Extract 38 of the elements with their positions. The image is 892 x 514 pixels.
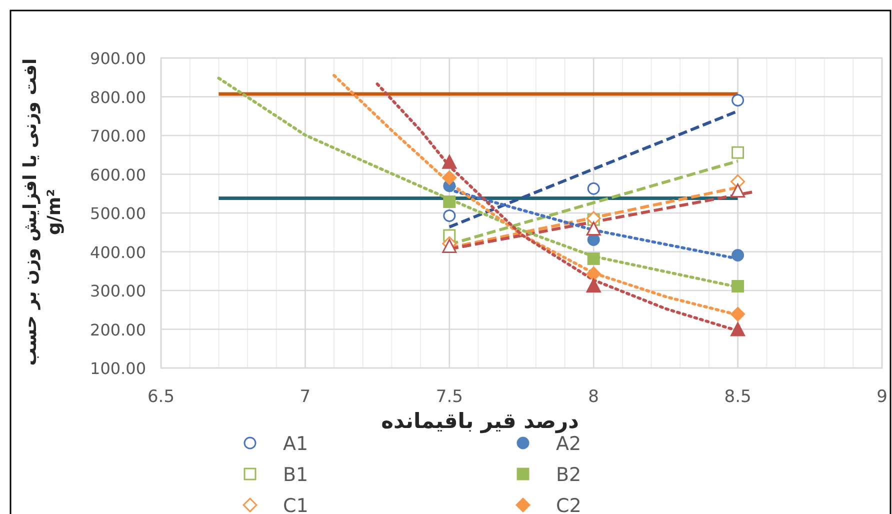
legend-label: B2 xyxy=(556,464,582,486)
point xyxy=(443,209,456,222)
point xyxy=(587,252,600,265)
legend-label: C1 xyxy=(283,495,308,514)
y-tick-label: 300.00 xyxy=(90,282,146,300)
point xyxy=(732,94,744,106)
point xyxy=(586,278,601,292)
point xyxy=(730,322,746,336)
y-tick-label: 800.00 xyxy=(90,88,146,107)
y-tick-label: 600.00 xyxy=(90,165,146,184)
y-tick-label: 700.00 xyxy=(90,126,146,146)
y-tick-label: 200.00 xyxy=(90,320,146,340)
legend-label: C2 xyxy=(556,495,582,514)
point xyxy=(730,184,746,198)
y-tick-label: 500.00 xyxy=(90,204,146,223)
point xyxy=(732,280,744,292)
x-tick-label: 9 xyxy=(876,387,888,407)
point xyxy=(732,248,744,262)
point xyxy=(586,222,601,236)
x-tick-label: 7.5 xyxy=(436,387,463,407)
y-tick-label: 100.00 xyxy=(90,359,146,378)
x-tick-label: 8.5 xyxy=(724,387,752,407)
x-tick-label: 8 xyxy=(588,387,600,407)
x-tick-label: 6.5 xyxy=(147,387,175,407)
y-tick-label: 400.00 xyxy=(90,242,146,262)
legend-label: A1 xyxy=(283,433,308,455)
point xyxy=(442,170,457,185)
point xyxy=(586,266,601,282)
point xyxy=(730,306,746,322)
point xyxy=(443,196,456,208)
legend-label: B1 xyxy=(283,464,308,486)
point xyxy=(442,154,457,169)
x-axis-title: درصد قیر باقیمانده xyxy=(381,409,580,434)
point xyxy=(587,182,600,195)
point xyxy=(732,146,744,159)
y-tick-label: 900.00 xyxy=(90,49,146,68)
legend-label: A2 xyxy=(556,433,582,455)
x-tick-label: 7 xyxy=(300,387,311,407)
